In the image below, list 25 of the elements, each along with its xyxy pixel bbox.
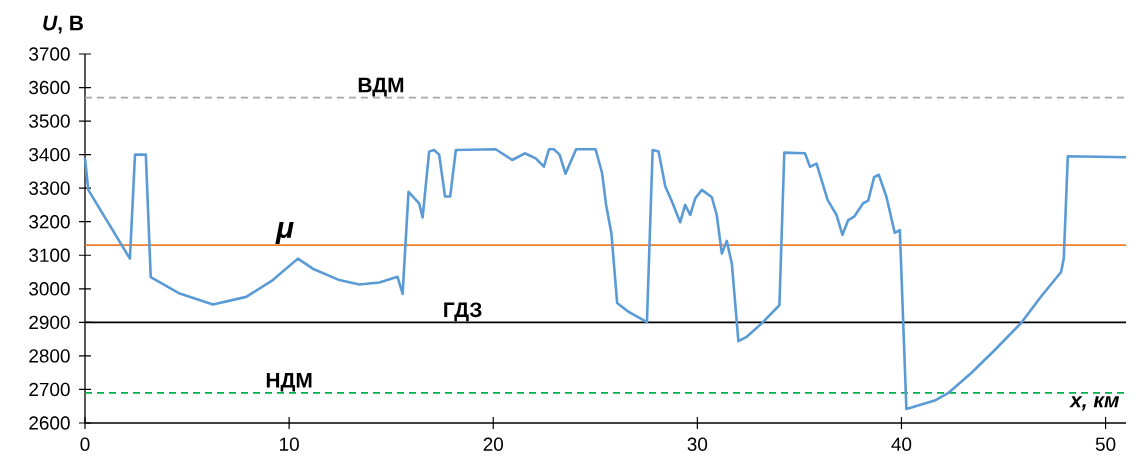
y-tick-label: 3300: [29, 181, 70, 195]
x-axis-title: x, км: [1069, 396, 1120, 411]
y-tick-label: 3600: [29, 80, 70, 95]
y-tick-label: 3400: [29, 147, 70, 162]
y-axis-title: U, В: [43, 15, 83, 34]
y-tick-label: 3000: [29, 282, 70, 296]
y-tick-label: 3200: [29, 215, 70, 229]
y-tick-label: 3100: [29, 248, 70, 262]
x-tick-label: 50: [1095, 437, 1116, 451]
ref-line-label: μ: [275, 222, 294, 245]
x-tick-label: 20: [483, 437, 504, 451]
x-tick-label: 10: [280, 437, 299, 451]
y-tick-label: 2700: [29, 382, 70, 397]
x-tick-label: 0: [80, 437, 90, 451]
ref-line-label: НДМ: [266, 373, 312, 392]
y-tick-label: 3700: [29, 47, 70, 61]
x-tick-label: 40: [891, 437, 912, 451]
ref-line-label: ВДМ: [358, 77, 404, 97]
ref-line-label: ГДЗ: [444, 302, 482, 322]
x-tick-label: 30: [687, 437, 708, 451]
y-tick-label: 2900: [29, 315, 70, 330]
line-series: [83, 147, 1128, 411]
y-tick-label: 3500: [29, 114, 70, 128]
y-tick-label: 2800: [29, 349, 70, 363]
y-tick-label: 2600: [29, 416, 70, 430]
